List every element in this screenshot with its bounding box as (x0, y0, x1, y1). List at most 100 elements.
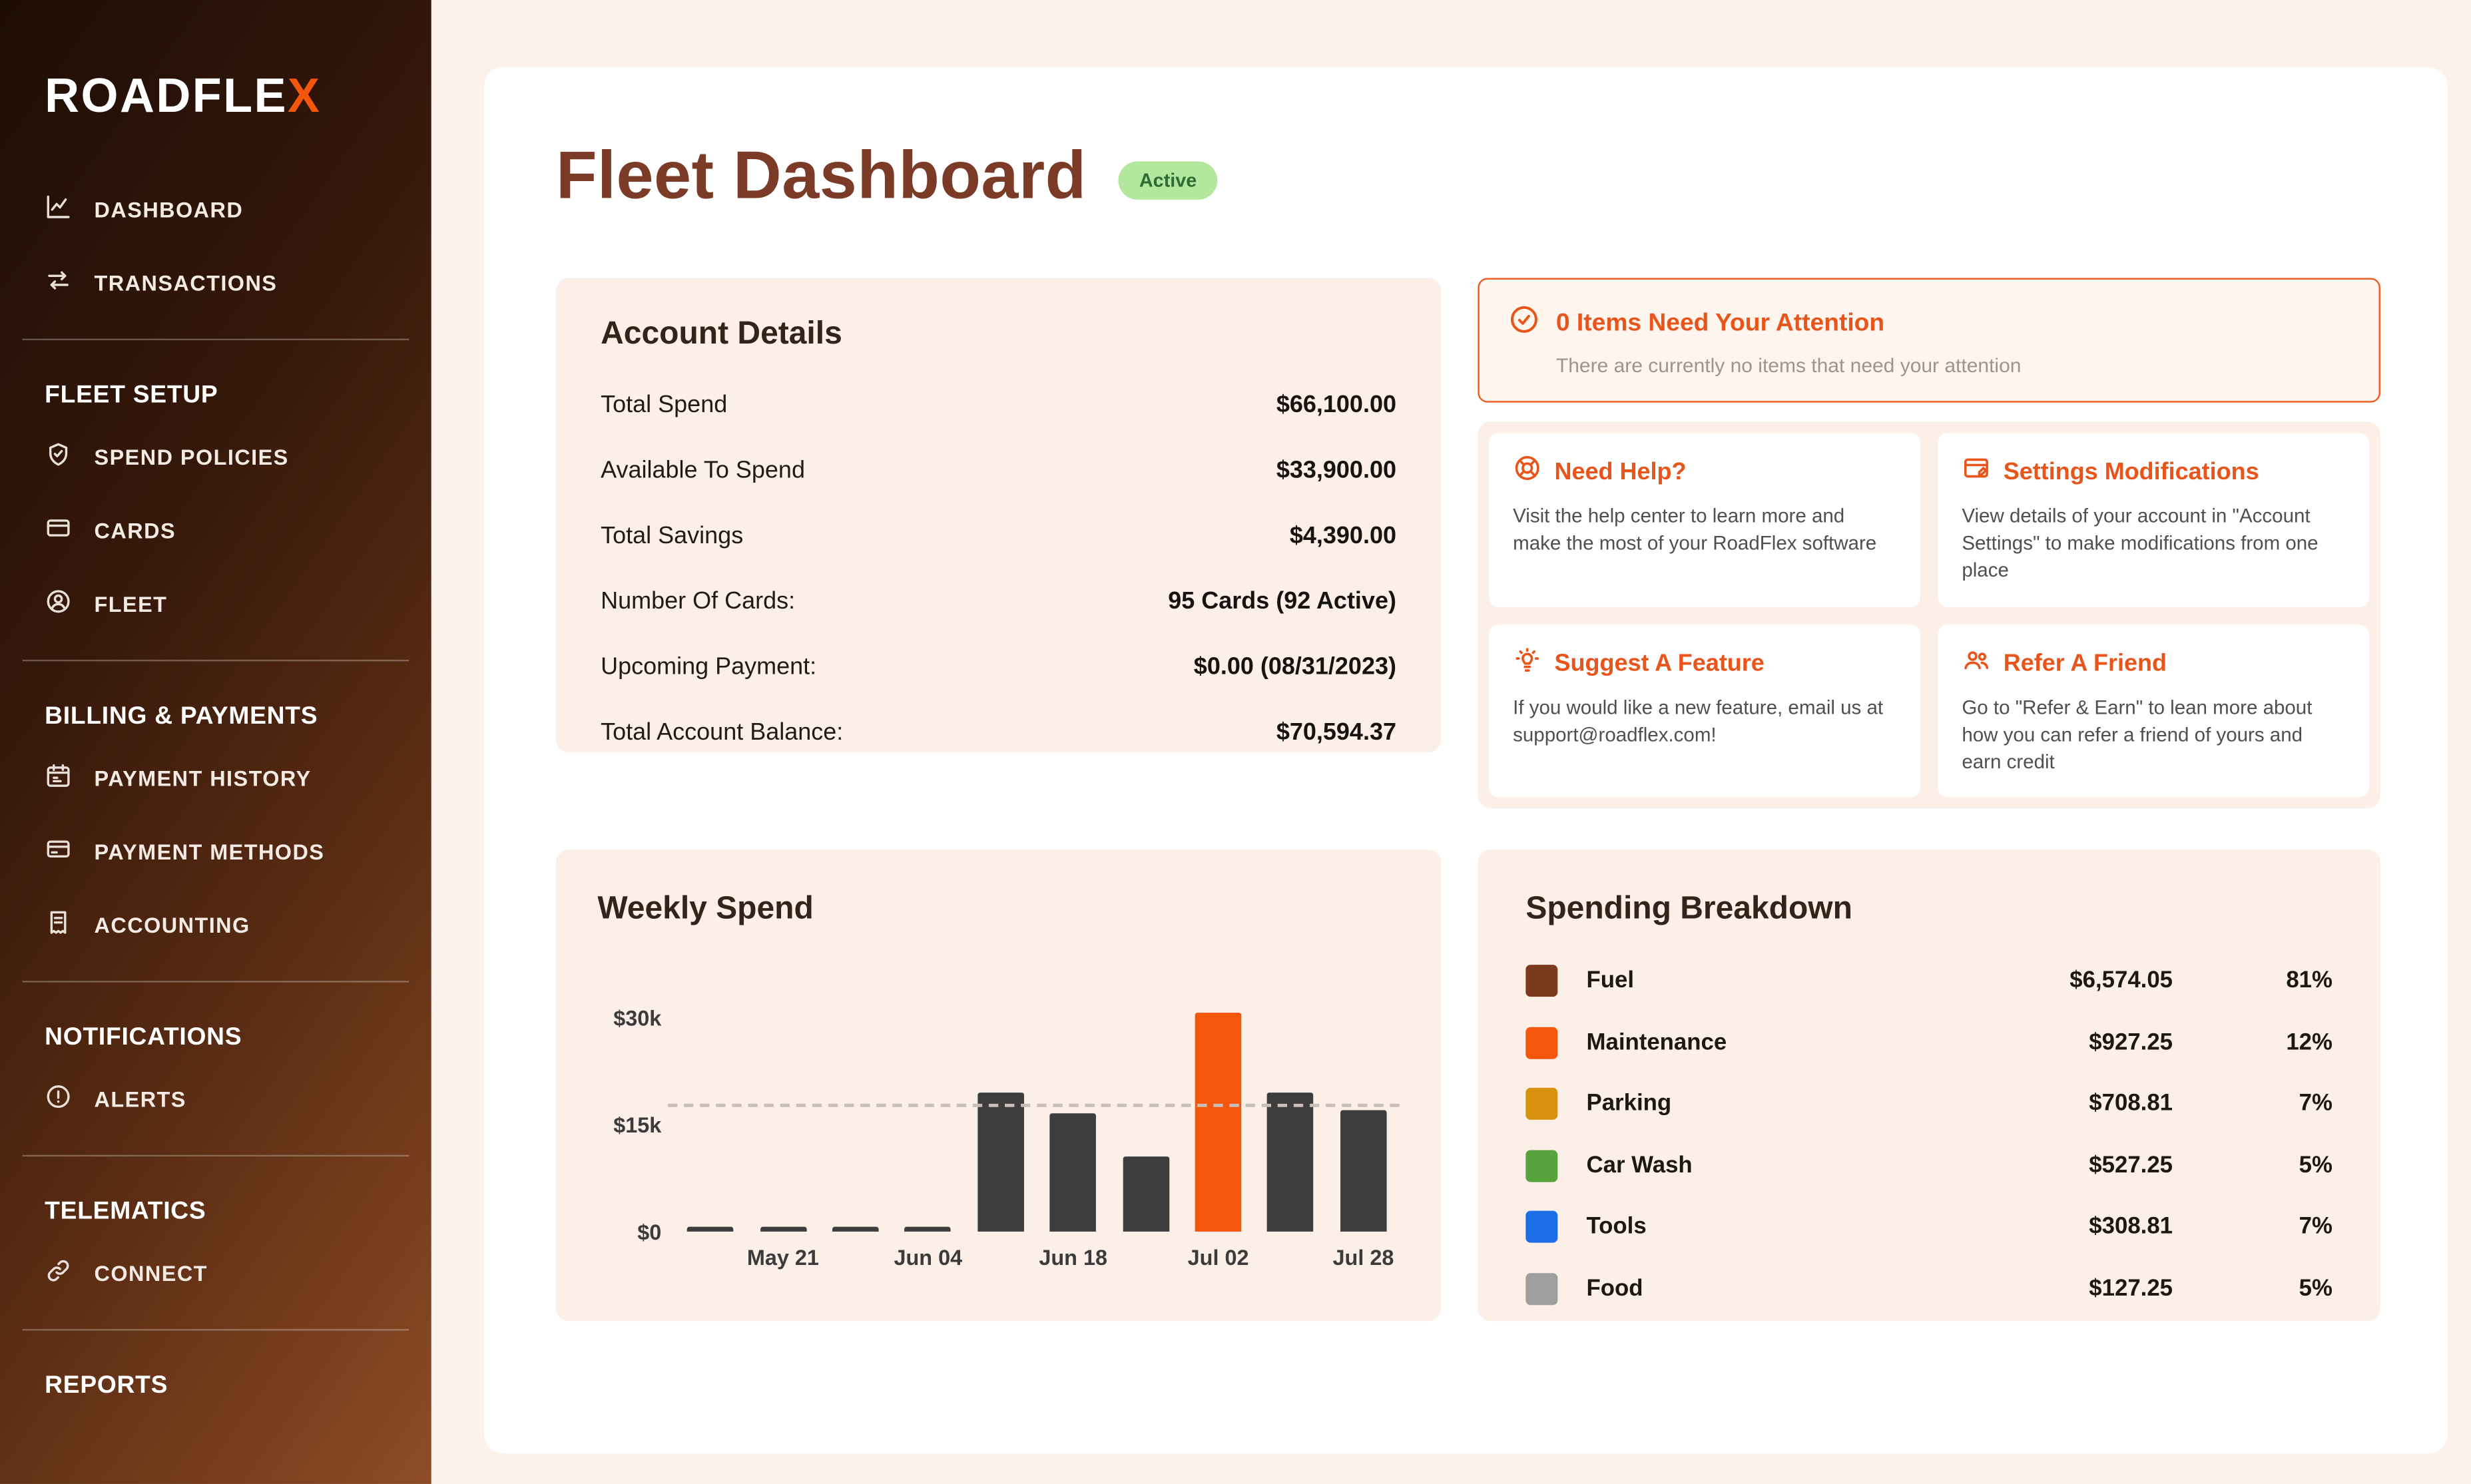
x-axis-label: Jun 04 (894, 1246, 963, 1270)
spending-breakdown-title: Spending Breakdown (1525, 891, 1852, 927)
category-swatch (1525, 1273, 1558, 1306)
account-row-label: Number Of Cards: (601, 587, 796, 615)
help-card-title: Need Help? (1554, 458, 1687, 486)
sidebar-divider (22, 981, 410, 983)
breakdown-row: Fuel $6,574.05 81% (1525, 951, 2333, 1012)
attention-banner: 0 Items Need Your Attention There are cu… (1478, 278, 2380, 403)
sidebar-item-label: PAYMENT METHODS (94, 839, 325, 864)
category-swatch (1525, 1089, 1558, 1121)
account-row-value: $66,100.00 (1276, 391, 1396, 419)
sidebar-item-dashboard[interactable]: DASHBOARD (0, 172, 431, 246)
account-row-total-spend: Total Spend $66,100.00 (601, 372, 1396, 437)
account-row-value: 95 Cards (92 Active) (1168, 587, 1396, 615)
account-row-total-savings: Total Savings $4,390.00 (601, 503, 1396, 569)
notices-column: 0 Items Need Your Attention There are cu… (1478, 278, 2380, 809)
category-amount: $927.25 (2089, 1030, 2173, 1056)
category-name: Tools (1586, 1214, 1647, 1240)
bar-column (1327, 995, 1400, 1232)
spend-bar (1340, 1110, 1387, 1232)
sidebar-item-spend-policies[interactable]: SPEND POLICIES (0, 420, 431, 493)
sidebar-divider (22, 1329, 410, 1331)
category-percent: 5% (2299, 1276, 2333, 1302)
x-axis-label (964, 1246, 1037, 1270)
sidebar-item-accounting[interactable]: ACCOUNTING (0, 888, 431, 961)
attention-subtitle: There are currently no items that need y… (1555, 354, 2022, 377)
sidebar-item-label: ACCOUNTING (94, 913, 250, 937)
need-help-card[interactable]: Need Help? Visit the help center to lear… (1489, 433, 1920, 607)
check-circle-icon (1508, 304, 1540, 344)
weekly-spend-xlabels: May 21 Jun 04 Jun 18 Jul 02 Jul 28 (675, 1246, 1400, 1270)
attention-title: 0 Items Need Your Attention (1555, 309, 1885, 337)
account-row-available-to-spend: Available To Spend $33,900.00 (601, 437, 1396, 503)
bar-column (675, 995, 747, 1232)
weekly-spend-plot (667, 995, 1400, 1232)
sidebar-divider (22, 338, 410, 341)
settings-card-icon (1962, 453, 1990, 490)
account-row-label: Upcoming Payment: (601, 653, 817, 681)
sidebar-item-payment-history[interactable]: PAYMENT HISTORY (0, 741, 431, 814)
help-card-body: Visit the help center to learn more and … (1513, 505, 1877, 555)
help-card-title: Suggest A Feature (1554, 649, 1765, 677)
dashboard-panel: Fleet Dashboard Active Account Details T… (483, 67, 2448, 1454)
settings-modifications-card[interactable]: Settings Modifications View details of y… (1938, 433, 2370, 607)
refer-friend-card[interactable]: Refer A Friend Go to "Refer & Earn" to l… (1938, 624, 2370, 798)
sidebar-section-reports: REPORTS (45, 1371, 168, 1399)
x-axis-label: May 21 (746, 1246, 819, 1270)
account-row-value: $33,900.00 (1276, 457, 1396, 484)
sidebar-item-transactions[interactable]: TRANSACTIONS (0, 246, 431, 319)
category-amount: $6,574.05 (2069, 969, 2173, 995)
weekly-spend-yaxis: $30k $15k $0 (597, 995, 674, 1245)
calendar-icon (45, 762, 72, 794)
bar-column (1109, 995, 1182, 1232)
sidebar-item-connect[interactable]: CONNECT (0, 1236, 431, 1310)
payment-card-icon (45, 836, 72, 867)
category-amount: $308.81 (2089, 1214, 2173, 1240)
bar-column (892, 995, 964, 1232)
sidebar-item-alerts[interactable]: ALERTS (0, 1063, 431, 1136)
account-row-value: $4,390.00 (1289, 522, 1396, 550)
sidebar-section-telematics: TELEMATICS (45, 1198, 206, 1226)
x-axis-label: Jul 02 (1187, 1246, 1249, 1270)
weekly-spend-title: Weekly Spend (597, 891, 814, 927)
sidebar-item-label: SPEND POLICIES (94, 445, 289, 469)
help-card-body: If you would like a new feature, email u… (1513, 696, 1884, 746)
category-percent: 7% (2299, 1091, 2333, 1118)
sidebar-section-notifications: NOTIFICATIONS (45, 1023, 242, 1051)
bar-column (746, 995, 819, 1232)
spend-bar (832, 1226, 879, 1232)
bar-column (964, 995, 1037, 1232)
x-axis-label (675, 1246, 747, 1270)
account-row-value: $0.00 (08/31/2023) (1193, 653, 1396, 681)
sidebar-item-fleet[interactable]: FLEET (0, 567, 431, 640)
account-row-total-account-balance: Total Account Balance: $70,594.37 (601, 700, 1396, 765)
account-row-label: Total Spend (601, 391, 728, 419)
spend-bar (760, 1226, 806, 1232)
weekly-spend-card: Weekly Spend $30k $15k $0 May 21 Jun 04 Jun … (555, 850, 1442, 1322)
help-card-title: Refer A Friend (2003, 649, 2167, 677)
category-amount: $527.25 (2089, 1153, 2173, 1179)
category-percent: 5% (2299, 1153, 2333, 1179)
account-row-value: $70,594.37 (1276, 718, 1396, 746)
shield-check-icon (45, 441, 72, 473)
category-swatch (1525, 965, 1558, 998)
sidebar-item-label: FLEET (94, 591, 168, 616)
help-card-body: View details of your account in "Account… (1962, 505, 2319, 583)
breakdown-row: Parking $708.81 7% (1525, 1074, 2333, 1135)
y-axis-tick: $15k (613, 1113, 662, 1138)
attention-title-row: 0 Items Need Your Attention (1508, 304, 2350, 344)
account-row-number-of-cards: Number Of Cards: 95 Cards (92 Active) (601, 569, 1396, 634)
category-swatch (1525, 1027, 1558, 1059)
sidebar-item-cards[interactable]: CARDS (0, 493, 431, 567)
x-axis-label: Jul 28 (1332, 1246, 1394, 1270)
sidebar-item-payment-methods[interactable]: PAYMENT METHODS (0, 815, 431, 888)
category-percent: 12% (2286, 1030, 2333, 1056)
category-percent: 7% (2299, 1214, 2333, 1240)
category-percent: 81% (2286, 969, 2333, 995)
main-content: Fleet Dashboard Active Account Details T… (431, 0, 2471, 1484)
sidebar-divider (22, 659, 410, 662)
page-header: Fleet Dashboard Active (556, 137, 2380, 214)
category-swatch (1525, 1211, 1558, 1244)
category-swatch (1525, 1150, 1558, 1182)
suggest-feature-card[interactable]: Suggest A Feature If you would like a ne… (1489, 624, 1920, 798)
category-name: Maintenance (1586, 1030, 1727, 1056)
